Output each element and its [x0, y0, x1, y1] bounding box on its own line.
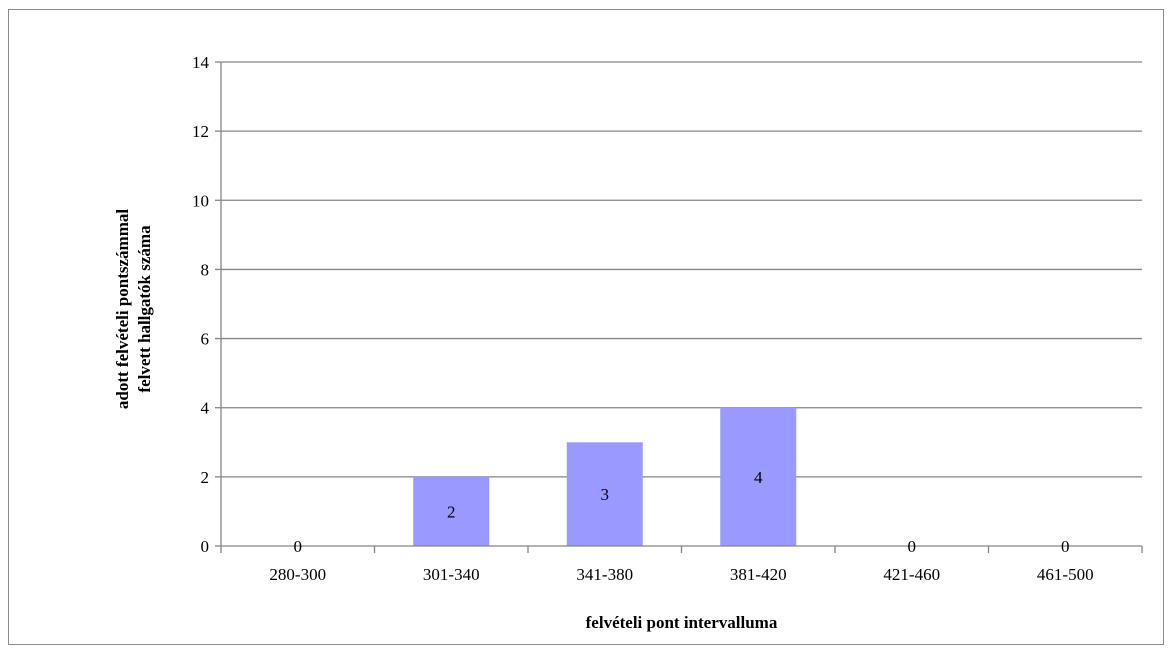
- x-tick-label: 341-380: [576, 565, 633, 584]
- bar-341-380: [566, 442, 643, 546]
- x-tick-label: 301-340: [423, 565, 480, 584]
- y-tick-labels: 0 2 4 6 8 10 12 14: [192, 53, 210, 556]
- x-tick-label: 421-460: [883, 565, 940, 584]
- x-tick-label: 461-500: [1037, 565, 1094, 584]
- data-label: 4: [754, 468, 763, 487]
- data-label: 0: [294, 537, 303, 556]
- y-tick-label: 10: [192, 191, 209, 210]
- bars: [413, 407, 797, 546]
- y-tick-label: 2: [201, 468, 210, 487]
- data-label: 2: [447, 502, 456, 521]
- y-tick-label: 8: [201, 260, 210, 279]
- y-axis-title-line-2: felvett hallgatók száma: [135, 225, 154, 393]
- bar-301-340: [413, 476, 490, 546]
- data-label: 3: [601, 485, 610, 504]
- data-labels: 0 2 3 4 0 0: [294, 468, 1070, 556]
- y-tick-label: 6: [201, 330, 210, 349]
- y-tick-label: 12: [192, 122, 209, 141]
- y-tick-label: 4: [201, 399, 210, 418]
- bar-381-420: [720, 407, 797, 546]
- x-tick-label: 280-300: [269, 565, 326, 584]
- x-axis-title: felvételi pont intervalluma: [586, 613, 778, 632]
- x-tick-label: 381-420: [730, 565, 787, 584]
- x-tick-labels: 280-300 301-340 341-380 381-420 421-460 461-5…: [269, 565, 1093, 584]
- y-axis-title-line-1: adott felvételi pontszámmal: [113, 209, 132, 409]
- gridlines: [221, 61, 1142, 478]
- y-axis-title: adott felvételi pontszámmal felvett hall…: [113, 209, 154, 409]
- y-tick-label: 14: [192, 53, 210, 72]
- data-label: 0: [908, 537, 917, 556]
- y-tick-label: 0: [201, 537, 210, 556]
- data-label: 0: [1061, 537, 1070, 556]
- axes: [215, 61, 1143, 553]
